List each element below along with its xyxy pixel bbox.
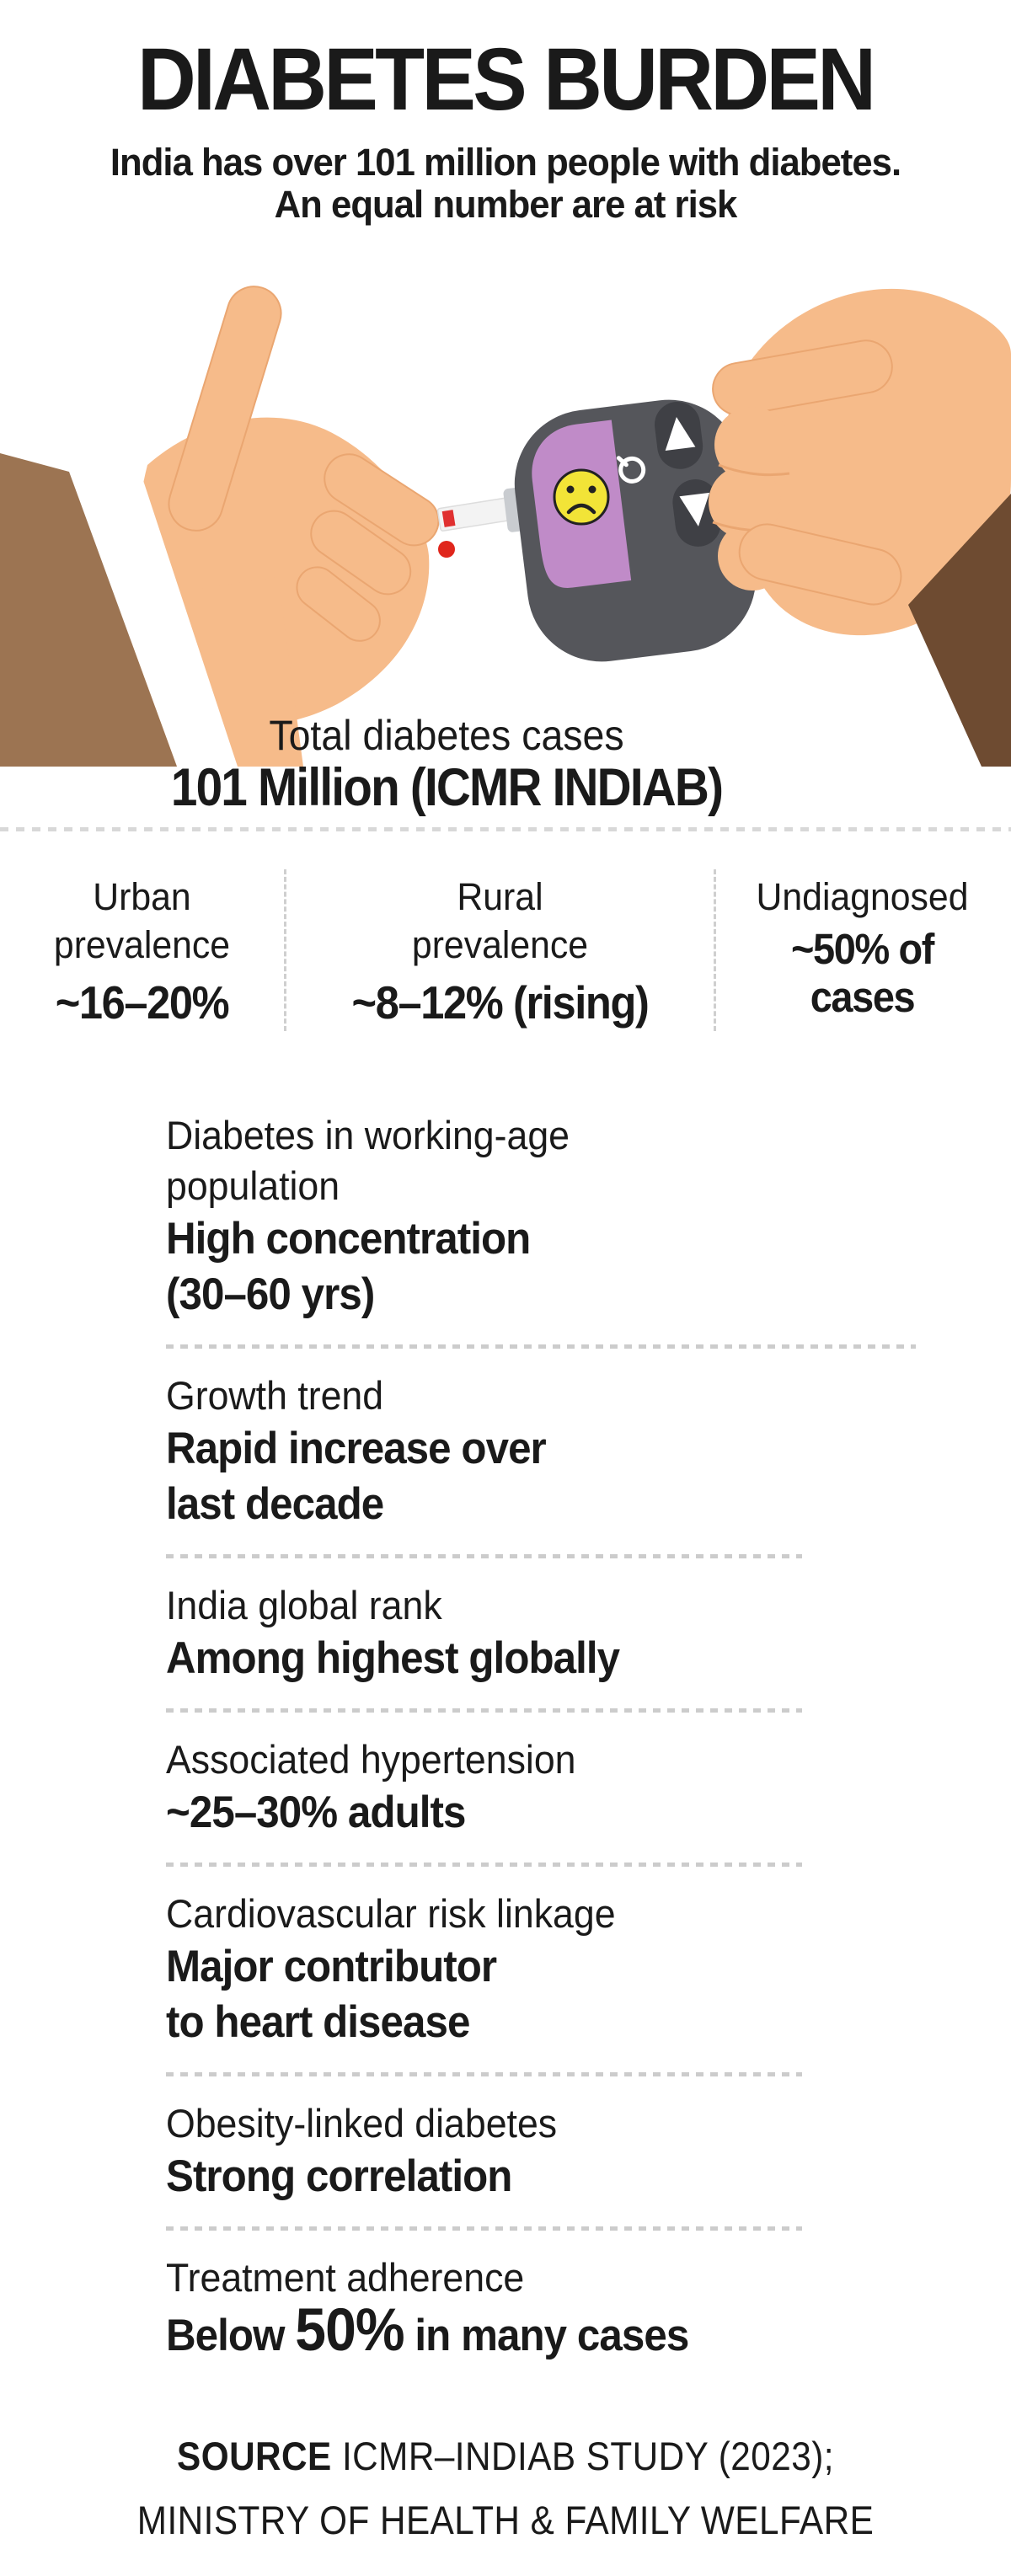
fact-value: Below 50% in many cases (166, 2297, 689, 2364)
fact-label: Obesity-linked diabetes (166, 2101, 558, 2146)
fact-obesity: Obesity-linked diabetes Strong correlati… (166, 2098, 933, 2226)
dashed-separator (166, 2226, 802, 2231)
fact-value: Strong correlation (166, 2151, 512, 2201)
blood-drop-icon (438, 541, 455, 558)
blood-test-illustration (0, 286, 1011, 767)
left-sleeve (0, 453, 177, 767)
fact-hypertension: Associated hypertension ~25–30% adults (166, 1734, 933, 1863)
dashed-separator (166, 1708, 802, 1713)
fact-label: Cardiovascular risk linkage (166, 1891, 616, 1936)
dashed-separator (166, 2072, 802, 2076)
index-finger-icon (168, 286, 282, 532)
fact-growth-trend: Growth trend Rapid increase over last de… (166, 1371, 933, 1554)
stat-urban-prevalence: Urban prevalence ~16–20% (0, 869, 284, 1031)
source-note: SOURCE ICMR–INDIAB STUDY (2023); MINISTR… (21, 2424, 990, 2552)
dashed-separator (166, 1554, 802, 1558)
fact-label: Treatment adherence (166, 2255, 525, 2300)
page-title: DIABETES BURDEN (137, 30, 876, 129)
fact-label: India global rank (166, 1583, 442, 1627)
source-text: ICMR–INDIAB STUDY (2023); (341, 2434, 834, 2478)
total-cases-label: Total diabetes cases (269, 712, 624, 759)
power-icon (616, 456, 646, 484)
fact-value: High concentration (30–60 yrs) (166, 1214, 531, 1319)
total-cases-block: Total diabetes cases 101 Million (ICMR I… (0, 712, 893, 815)
fact-label: Growth trend (166, 1373, 384, 1418)
source-label: SOURCE (177, 2434, 332, 2478)
stat-value: ~8–12% (rising) (351, 976, 650, 1029)
prevalence-stats-row: Urban prevalence ~16–20% Rural prevalenc… (0, 869, 1011, 1031)
subtitle: India has over 101 million people with d… (0, 142, 1011, 226)
big-percentage: 50% (295, 2297, 404, 2364)
pricked-finger-icon (324, 453, 440, 547)
right-hand-icon (709, 288, 1011, 636)
stat-label: Rural prevalence (411, 875, 589, 966)
fact-working-age: Diabetes in working-age population High … (166, 1110, 933, 1344)
stat-value: ~50% of cases (791, 925, 934, 1021)
dotted-divider (0, 827, 1011, 831)
right-sleeve (908, 494, 1011, 767)
sad-face-icon (553, 468, 610, 526)
facts-list: Diabetes in working-age population High … (166, 1110, 933, 2386)
fact-global-rank: India global rank Among highest globally (166, 1580, 933, 1708)
source-text: MINISTRY OF HEALTH & FAMILY WELFARE (136, 2498, 875, 2542)
dashed-separator (166, 1344, 916, 1349)
subtitle-line: An equal number are at risk (274, 183, 738, 226)
fact-cardiovascular: Cardiovascular risk linkage Major contri… (166, 1889, 933, 2072)
fact-value: Major contributor to heart disease (166, 1942, 497, 2047)
left-cuff (69, 450, 238, 767)
fact-value: Rapid increase over last decade (166, 1424, 547, 1529)
stat-label: Undiagnosed (756, 875, 969, 918)
dashed-separator (166, 1863, 802, 1867)
thumb-icon (738, 523, 902, 606)
fact-label: Diabetes in working-age population (166, 1113, 570, 1208)
total-cases-value: 101 Million (ICMR INDIAB) (170, 758, 724, 817)
stat-label: Urban prevalence (53, 875, 231, 966)
fact-value: ~25–30% adults (166, 1788, 466, 1837)
stat-undiagnosed: Undiagnosed ~50% of cases (714, 869, 1008, 1031)
subtitle-line: India has over 101 million people with d… (110, 141, 901, 184)
fact-value: Among highest globally (166, 1633, 620, 1683)
glucose-meter-icon (503, 399, 757, 662)
stat-rural-prevalence: Rural prevalence ~8–12% (rising) (284, 869, 714, 1031)
fact-treatment-adherence: Treatment adherence Below 50% in many ca… (166, 2253, 933, 2386)
stat-value: ~16–20% (55, 976, 230, 1029)
fact-label: Associated hypertension (166, 1737, 576, 1782)
